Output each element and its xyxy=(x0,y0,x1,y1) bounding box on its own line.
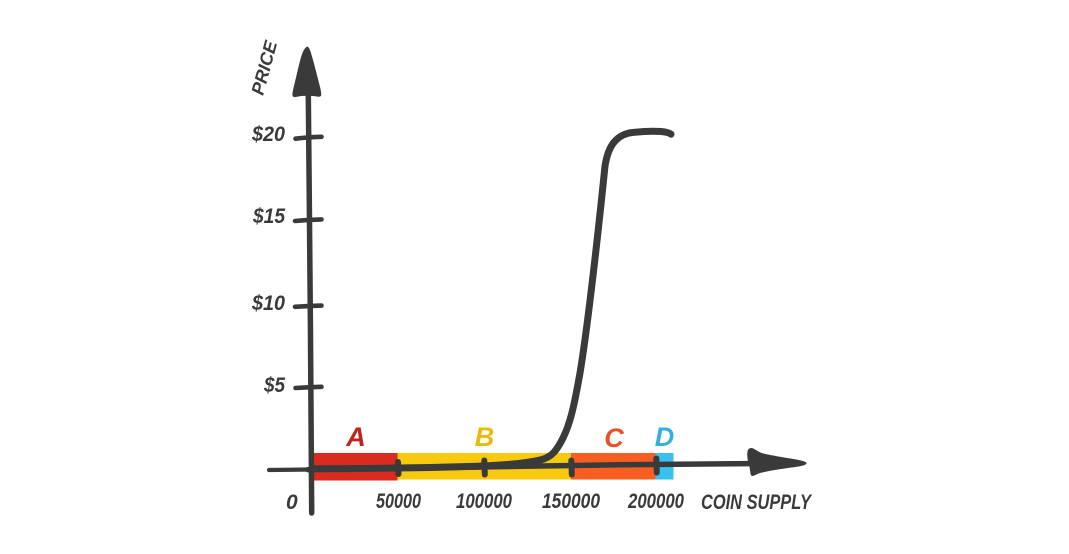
svg-text:$15: $15 xyxy=(252,205,285,228)
svg-text:$10: $10 xyxy=(251,292,285,315)
svg-text:$5: $5 xyxy=(263,374,285,397)
svg-text:200000: 200000 xyxy=(627,490,684,513)
svg-text:COIN SUPPLY: COIN SUPPLY xyxy=(701,491,813,514)
svg-text:150000: 150000 xyxy=(542,490,600,513)
svg-text:100000: 100000 xyxy=(456,490,512,513)
svg-text:A: A xyxy=(345,422,366,452)
svg-text:0: 0 xyxy=(286,491,298,514)
svg-text:50000: 50000 xyxy=(376,490,421,513)
svg-text:B: B xyxy=(475,422,495,452)
svg-text:D: D xyxy=(655,422,675,452)
svg-text:$20: $20 xyxy=(251,123,285,146)
svg-text:PRICE: PRICE xyxy=(248,38,282,97)
svg-text:C: C xyxy=(604,423,624,453)
